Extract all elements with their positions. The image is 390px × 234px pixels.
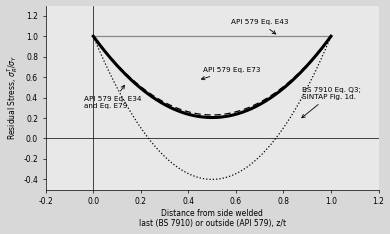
X-axis label: Distance from side welded
last (BS 7910) or outside (API 579), z/t: Distance from side welded last (BS 7910)…	[138, 209, 286, 228]
Text: API 579 Eq. E34
and Eq. E79: API 579 Eq. E34 and Eq. E79	[84, 85, 141, 109]
Text: API 579 Eq. E73: API 579 Eq. E73	[201, 67, 260, 80]
Text: API 579 Eq. E43: API 579 Eq. E43	[231, 19, 289, 34]
Y-axis label: Residual Stress, $\sigma_R^T/\sigma_Y$: Residual Stress, $\sigma_R^T/\sigma_Y$	[5, 55, 20, 140]
Text: BS 7910 Eq. Q3;
SINTAP Fig. 1d.: BS 7910 Eq. Q3; SINTAP Fig. 1d.	[302, 87, 361, 118]
